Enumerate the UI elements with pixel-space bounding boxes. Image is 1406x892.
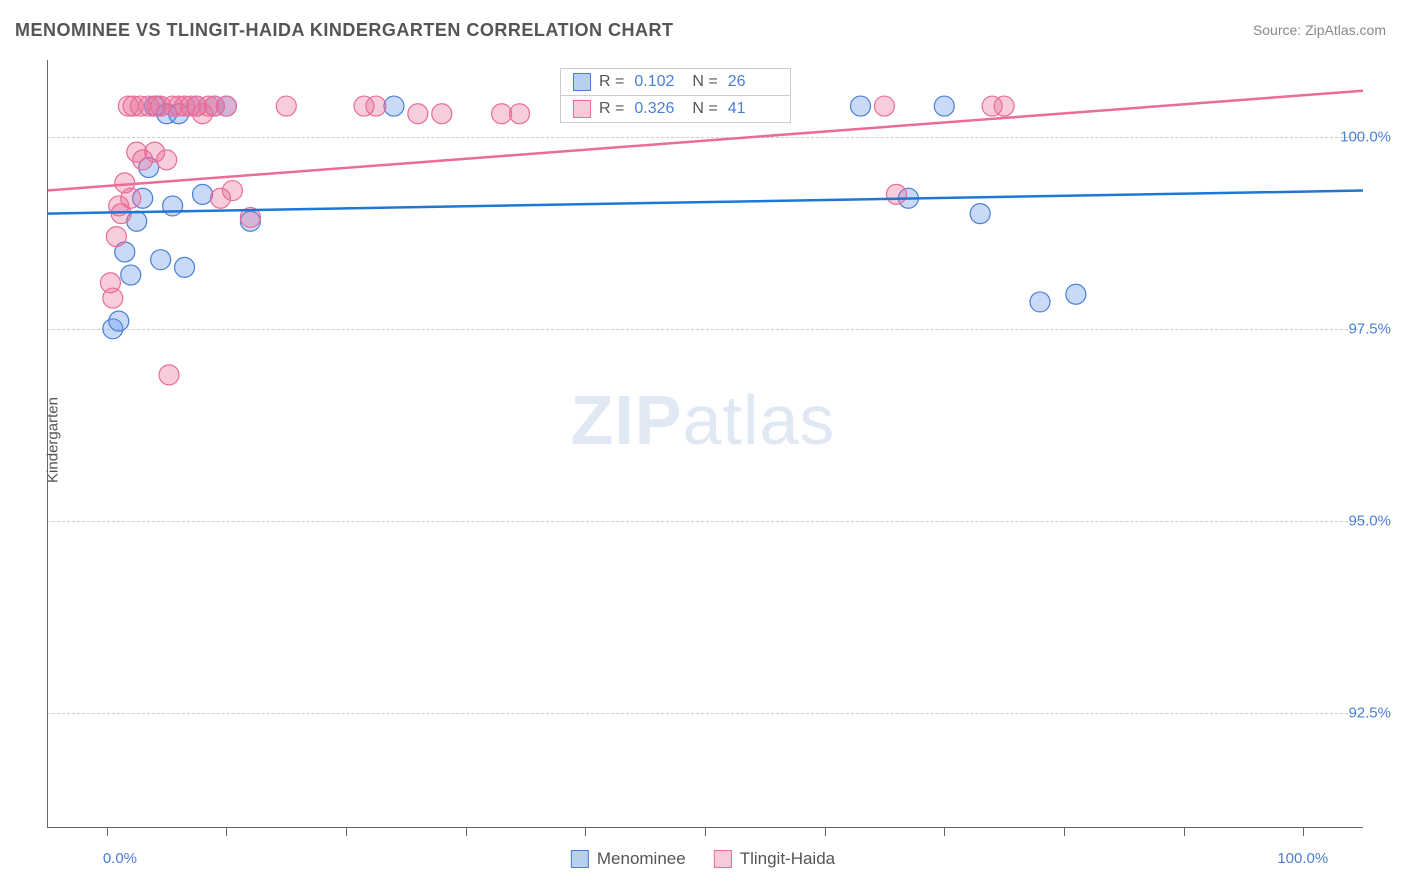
n-label: N =: [692, 100, 717, 118]
x-tick: [226, 828, 227, 836]
x-tick: [825, 828, 826, 836]
r-value-tlingit: 0.326: [634, 100, 684, 118]
x-tick-label: 100.0%: [1277, 850, 1328, 867]
r-value-menominee: 0.102: [634, 73, 684, 91]
x-tick: [1184, 828, 1185, 836]
x-tick: [107, 828, 108, 836]
x-tick: [466, 828, 467, 836]
r-label: R =: [599, 100, 624, 118]
n-value-menominee: 26: [728, 73, 778, 91]
legend-row-tlingit: R = 0.326 N = 41: [561, 96, 790, 122]
n-value-tlingit: 41: [728, 100, 778, 118]
legend-item-menominee: Menominee: [571, 849, 686, 869]
legend-label-tlingit: Tlingit-Haida: [740, 849, 835, 869]
legend-label-menominee: Menominee: [597, 849, 686, 869]
source-attribution: Source: ZipAtlas.com: [1253, 22, 1386, 38]
series-legend: Menominee Tlingit-Haida: [571, 849, 835, 869]
n-label: N =: [692, 73, 717, 91]
r-label: R =: [599, 73, 624, 91]
x-tick: [705, 828, 706, 836]
chart-title: MENOMINEE VS TLINGIT-HAIDA KINDERGARTEN …: [15, 20, 674, 41]
x-tick: [944, 828, 945, 836]
legend-item-tlingit: Tlingit-Haida: [714, 849, 835, 869]
legend-row-menominee: R = 0.102 N = 26: [561, 69, 790, 96]
x-tick: [585, 828, 586, 836]
correlation-legend: R = 0.102 N = 26 R = 0.326 N = 41: [560, 68, 791, 123]
plot-border: [47, 60, 1363, 828]
swatch-tlingit-icon: [714, 850, 732, 868]
x-tick: [346, 828, 347, 836]
x-tick-label: 0.0%: [103, 850, 137, 867]
x-tick: [1064, 828, 1065, 836]
x-tick: [1303, 828, 1304, 836]
swatch-tlingit: [573, 100, 591, 118]
swatch-menominee-icon: [571, 850, 589, 868]
swatch-menominee: [573, 73, 591, 91]
chart-container: MENOMINEE VS TLINGIT-HAIDA KINDERGARTEN …: [0, 0, 1406, 892]
